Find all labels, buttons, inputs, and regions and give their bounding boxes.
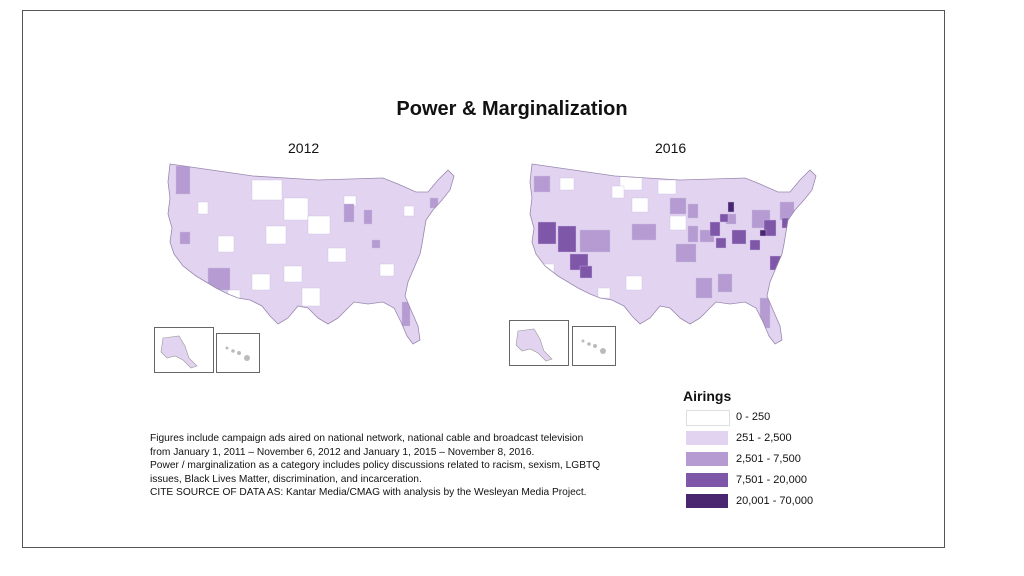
legend-label: 20,001 - 70,000 (736, 495, 814, 507)
map-region (631, 223, 657, 241)
legend-title: Airings (683, 388, 732, 404)
legend-swatch (686, 494, 728, 508)
map-region (687, 225, 699, 243)
map-region (251, 179, 283, 201)
notes-line: CITE SOURCE OF DATA AS: Kantar Media/CMA… (150, 487, 587, 499)
map-region (779, 201, 795, 221)
map-region (401, 301, 411, 327)
figure-notes: Figures include campaign ads aired on na… (150, 432, 660, 500)
inset-hawaii-2012 (216, 333, 260, 373)
regions-2012 (175, 165, 439, 327)
map-region (557, 225, 577, 253)
map-region (731, 229, 747, 245)
map-region (343, 203, 355, 223)
map-region (559, 177, 575, 191)
notes-line: Figures include campaign ads aired on na… (150, 433, 584, 444)
map-region (175, 165, 191, 195)
map-region (301, 287, 321, 307)
map-region (717, 273, 733, 293)
map-region (429, 197, 439, 209)
map-region (283, 197, 309, 221)
map-region (625, 275, 643, 291)
legend-label: 0 - 250 (736, 411, 771, 423)
map-region (403, 205, 415, 217)
map-region (719, 213, 729, 223)
map-2012-label: 2012 (288, 140, 320, 156)
map-region (533, 175, 551, 193)
map-region (675, 243, 697, 263)
legend-swatch (686, 473, 728, 487)
map-region (669, 197, 687, 215)
map-region (695, 277, 713, 299)
map-region (597, 287, 611, 299)
inset-alaska-2012 (154, 327, 214, 373)
hawaii-shape-2016 (581, 339, 606, 354)
map-region (791, 237, 803, 247)
map-region (307, 215, 331, 235)
legend-label: 7,501 - 20,000 (736, 474, 807, 486)
map-region (539, 263, 555, 275)
legend-swatch (686, 452, 728, 466)
map-region (657, 179, 677, 195)
inset-hawaii-2016 (572, 326, 616, 366)
map-region (687, 203, 699, 219)
alaska-shape-2016 (515, 328, 553, 362)
legend-label: 2,501 - 7,500 (736, 453, 801, 465)
legend-swatch (686, 431, 728, 445)
map-region (715, 237, 727, 249)
map-region (207, 267, 231, 291)
map-region (749, 239, 761, 251)
map-region (759, 229, 767, 237)
us-map-2012 (167, 163, 455, 345)
map-region (251, 273, 271, 291)
regions-2016 (533, 171, 803, 329)
figure-title: Power & Marginalization (396, 98, 628, 120)
map-region (727, 201, 735, 213)
map-region (631, 197, 649, 213)
hawaii-shape-2012 (225, 346, 250, 361)
map-region (217, 235, 235, 253)
map-region (327, 247, 347, 263)
map-region (709, 221, 721, 237)
map-region (579, 265, 593, 279)
map-region (769, 255, 789, 271)
map-region (669, 215, 687, 231)
map-region (537, 221, 557, 245)
map-region (611, 185, 625, 199)
legend-label: 251 - 2,500 (736, 432, 792, 444)
map-region (763, 219, 777, 237)
map-2016-label: 2016 (655, 140, 687, 156)
notes-line: Power / marginalization as a category in… (150, 460, 601, 472)
map-region (379, 263, 395, 277)
map-region (179, 231, 191, 245)
map-region (283, 265, 303, 283)
notes-line: from January 1, 2011 – November 6, 2012 … (150, 446, 535, 458)
us-map-2016 (529, 163, 817, 345)
map-region (371, 239, 381, 249)
legend-swatch (686, 410, 730, 426)
map-region (197, 201, 209, 215)
alaska-shape-2012 (160, 335, 198, 369)
map-region (579, 229, 611, 253)
map-region (265, 225, 287, 245)
inset-alaska-2016 (509, 320, 569, 366)
figure-frame (22, 10, 945, 548)
notes-line: issues, Black Lives Matter, discriminati… (150, 473, 422, 485)
map-region (363, 209, 373, 225)
map-region (759, 297, 771, 329)
